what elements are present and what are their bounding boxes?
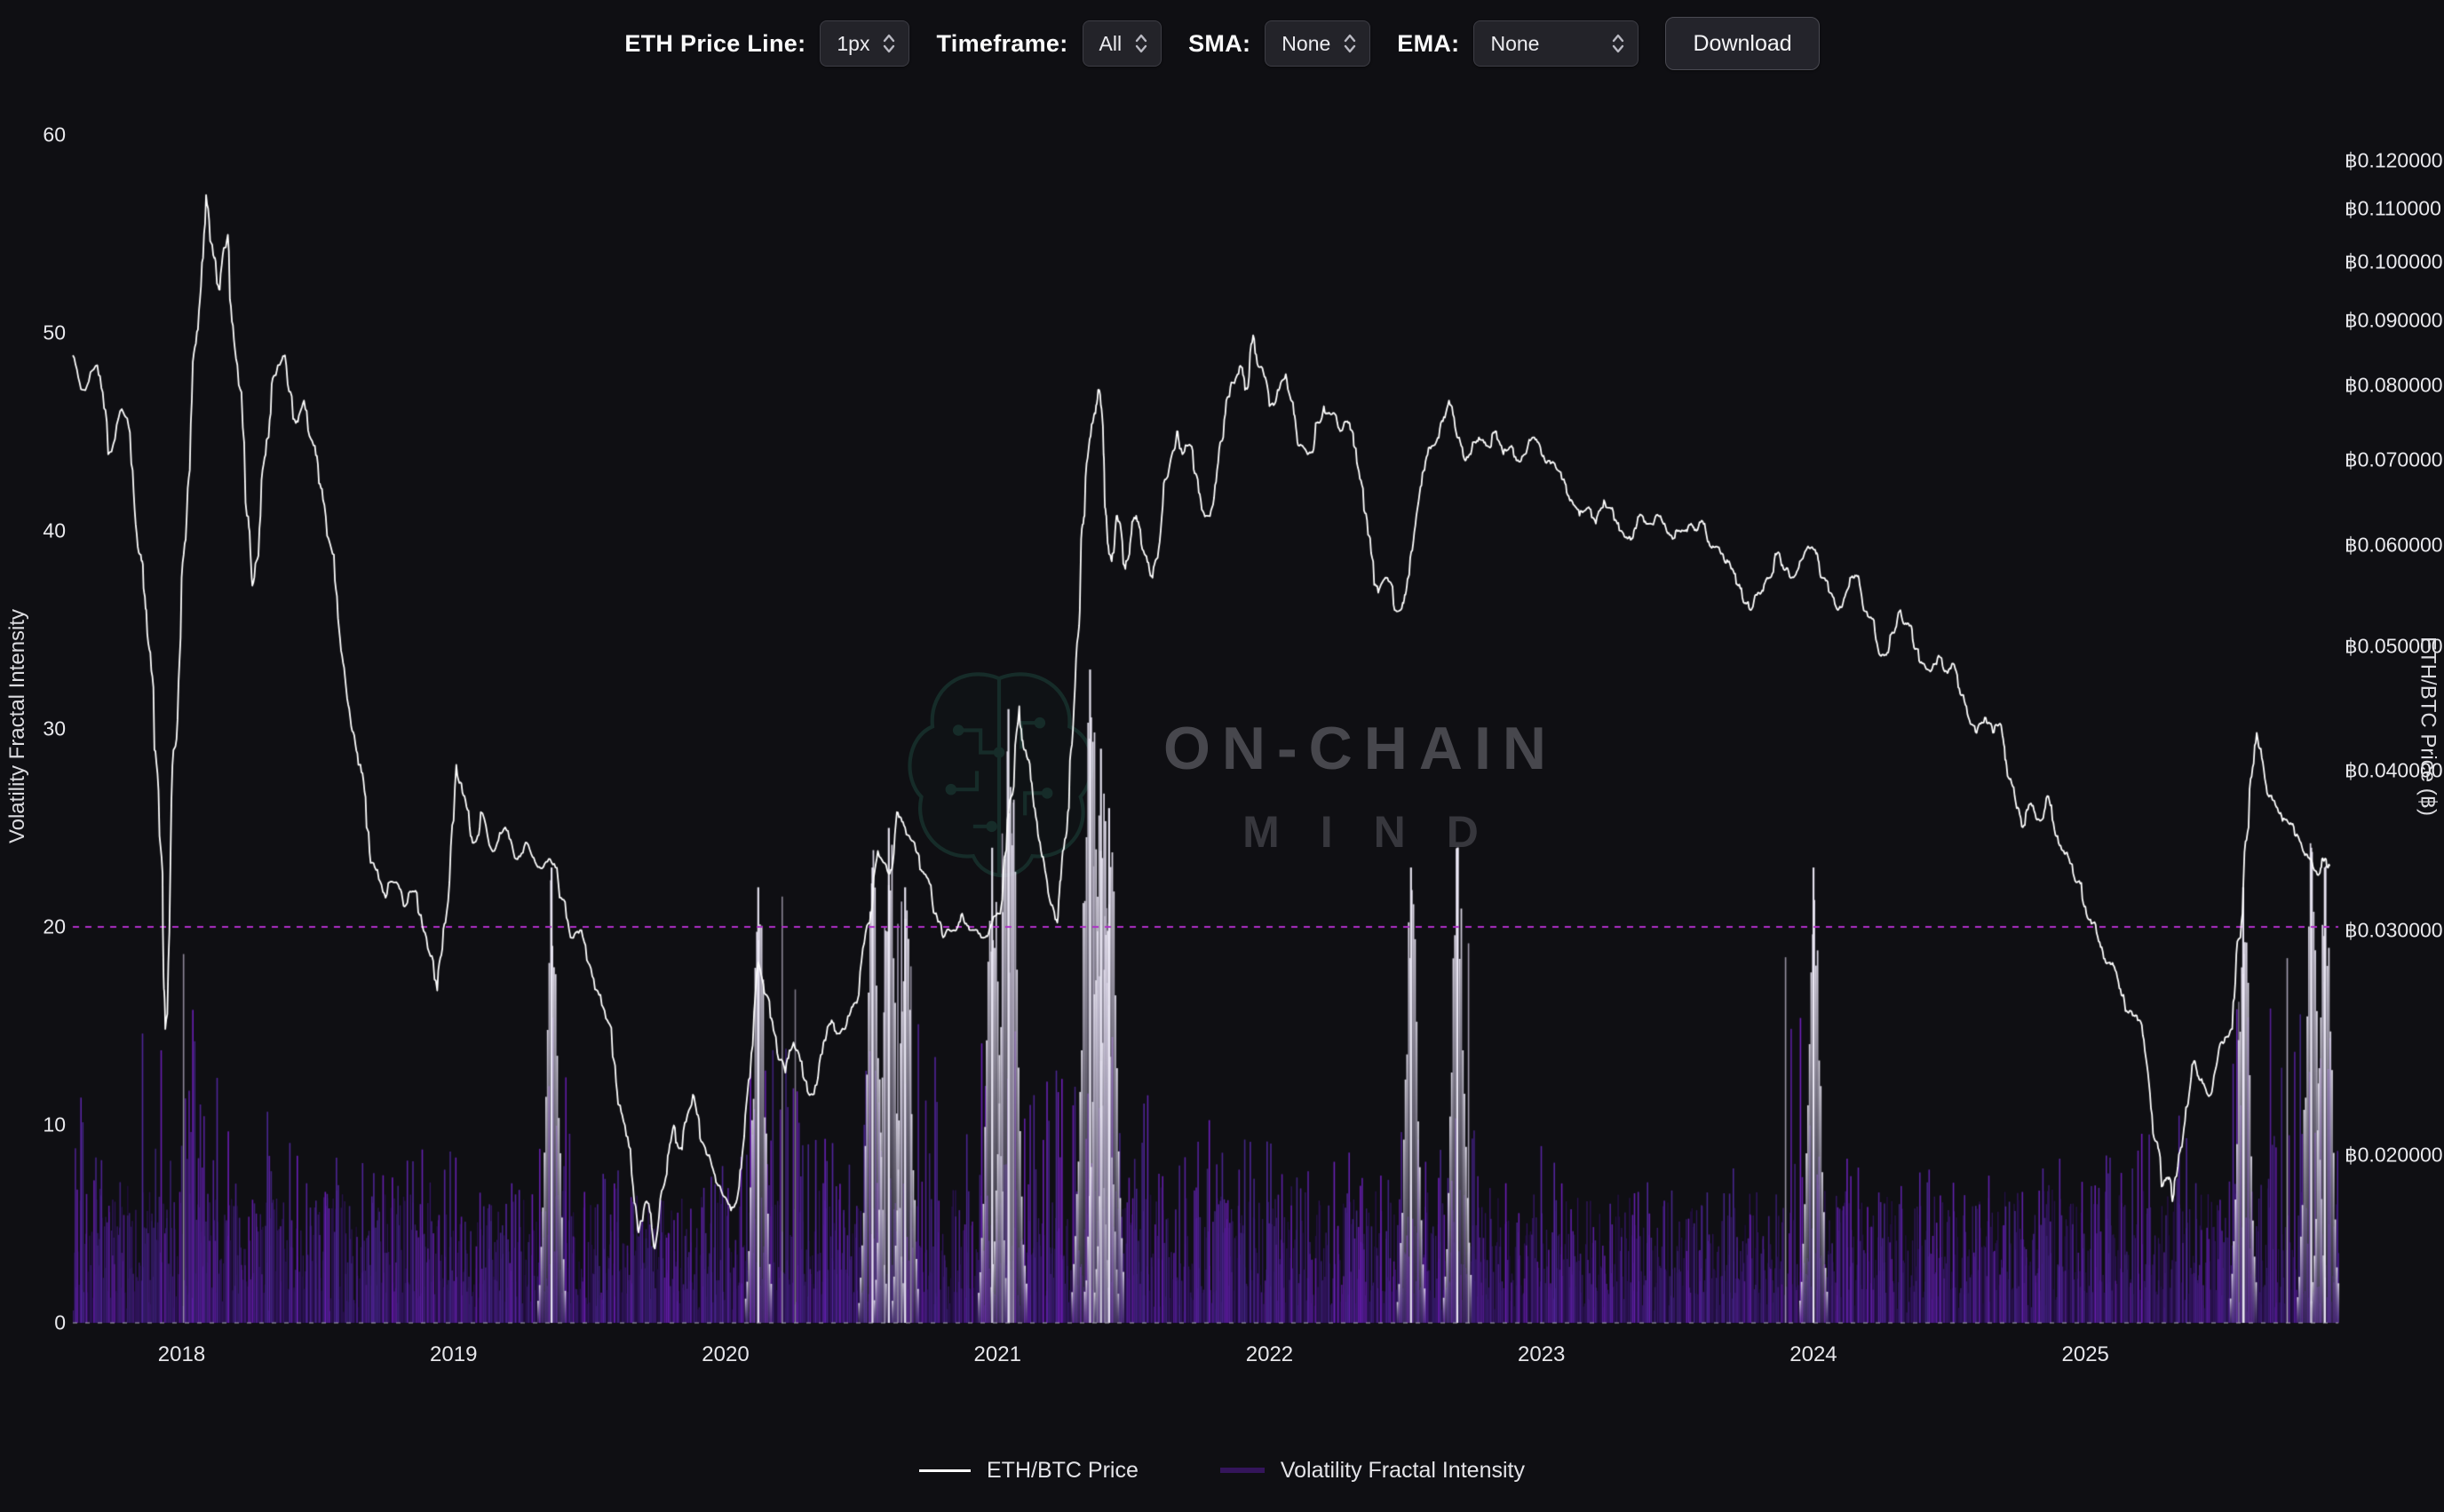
legend-label: Volatility Fractal Intensity (1280, 1457, 1525, 1483)
legend-item-price[interactable]: ETH/BTC Price (919, 1458, 1139, 1484)
left-axis-title: Volatility Fractal Intensity (5, 608, 29, 844)
legend-item-volatility[interactable]: Volatility Fractal Intensity (1219, 1457, 1525, 1484)
legend-label: ETH/BTC Price (987, 1457, 1139, 1483)
right-axis-title: ETH/BTC Price (฿) (2416, 637, 2440, 816)
legend-line-swatch (919, 1468, 971, 1472)
legend: ETH/BTC Price Volatility Fractal Intensi… (0, 1445, 2444, 1495)
legend-bar-swatch (1219, 1468, 1265, 1473)
